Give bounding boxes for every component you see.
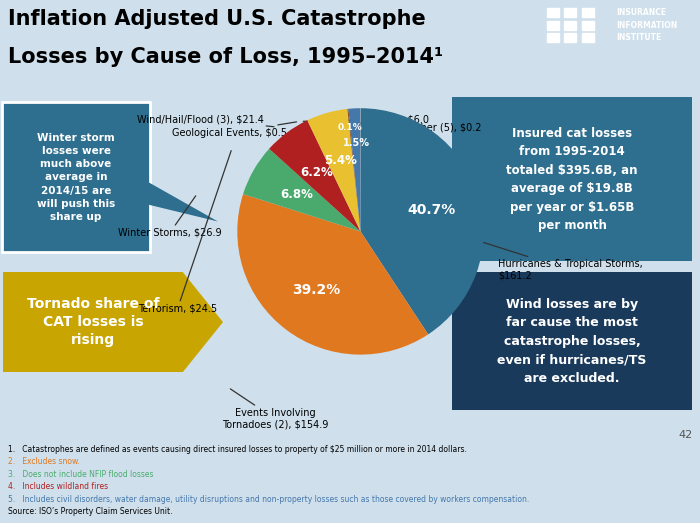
- Text: INSURANCE
INFORMATION
INSTITUTE: INSURANCE INFORMATION INSTITUTE: [616, 8, 677, 42]
- Text: Fires (4), $6.0: Fires (4), $6.0: [303, 114, 428, 124]
- Wedge shape: [360, 108, 484, 334]
- Wedge shape: [269, 120, 360, 231]
- Text: Losses by Cause of Loss, 1995–2014¹: Losses by Cause of Loss, 1995–2014¹: [8, 47, 443, 67]
- Text: Geological Events, $0.5: Geological Events, $0.5: [172, 122, 297, 138]
- Text: Winter Storms, $26.9: Winter Storms, $26.9: [118, 196, 222, 238]
- Text: Wind/Hail/Flood (3), $21.4: Wind/Hail/Flood (3), $21.4: [136, 114, 274, 127]
- Text: 1.   Catastrophes are defined as events causing direct insured losses to propert: 1. Catastrophes are defined as events ca…: [8, 445, 467, 454]
- Text: 42: 42: [679, 430, 693, 440]
- Text: 3.   Does not include NFIP flood losses: 3. Does not include NFIP flood losses: [8, 470, 153, 479]
- Text: 6.2%: 6.2%: [300, 166, 332, 179]
- Wedge shape: [237, 194, 428, 355]
- Text: Winter storm
losses were
much above
average in
2014/15 are
will push this
share : Winter storm losses were much above aver…: [37, 133, 115, 222]
- Wedge shape: [243, 149, 360, 231]
- Text: Source: ISO’s Property Claim Services Unit.: Source: ISO’s Property Claim Services Un…: [8, 507, 172, 517]
- Text: 4.   Includes wildland fires: 4. Includes wildland fires: [8, 482, 108, 492]
- Text: Inflation Adjusted U.S. Catastrophe: Inflation Adjusted U.S. Catastrophe: [8, 9, 426, 29]
- FancyBboxPatch shape: [452, 272, 692, 410]
- Bar: [582, 33, 594, 42]
- Text: Terrorism, $24.5: Terrorism, $24.5: [138, 151, 231, 314]
- Text: Wind losses are by
far cause the most
catastrophe losses,
even if hurricanes/TS
: Wind losses are by far cause the most ca…: [497, 298, 647, 385]
- Text: Hurricanes & Tropical Storms,
$161.2: Hurricanes & Tropical Storms, $161.2: [436, 228, 643, 281]
- Text: 1.5%: 1.5%: [342, 138, 370, 148]
- Text: 39.2%: 39.2%: [292, 283, 340, 297]
- Text: Other (5), $0.2: Other (5), $0.2: [310, 121, 482, 132]
- Polygon shape: [183, 272, 223, 372]
- Polygon shape: [148, 182, 218, 222]
- Bar: [547, 8, 559, 17]
- Bar: [547, 33, 559, 42]
- Bar: [582, 8, 594, 17]
- Wedge shape: [349, 108, 361, 231]
- Wedge shape: [307, 109, 360, 231]
- Text: 5.   Includes civil disorders, water damage, utility disruptions and non-propert: 5. Includes civil disorders, water damag…: [8, 495, 529, 504]
- Text: Tornado share of
CAT losses is
rising: Tornado share of CAT losses is rising: [27, 297, 160, 347]
- Bar: [582, 20, 594, 30]
- Text: 0.1%: 0.1%: [337, 123, 362, 132]
- Text: 40.7%: 40.7%: [407, 203, 456, 217]
- FancyBboxPatch shape: [452, 97, 692, 261]
- Text: Events Involving
Tornadoes (2), $154.9: Events Involving Tornadoes (2), $154.9: [222, 389, 328, 429]
- Bar: [564, 8, 576, 17]
- Bar: [547, 20, 559, 30]
- FancyBboxPatch shape: [2, 101, 150, 252]
- Bar: [564, 33, 576, 42]
- Text: 2.   Excludes snow.: 2. Excludes snow.: [8, 458, 80, 467]
- Bar: [564, 20, 576, 30]
- Text: 5.4%: 5.4%: [324, 154, 357, 167]
- Text: Insured cat losses
from 1995-2014
totaled $395.6B, an
average of $19.8B
per year: Insured cat losses from 1995-2014 totale…: [506, 127, 638, 232]
- FancyBboxPatch shape: [3, 272, 183, 372]
- Wedge shape: [347, 109, 360, 231]
- Text: 6.8%: 6.8%: [280, 188, 313, 201]
